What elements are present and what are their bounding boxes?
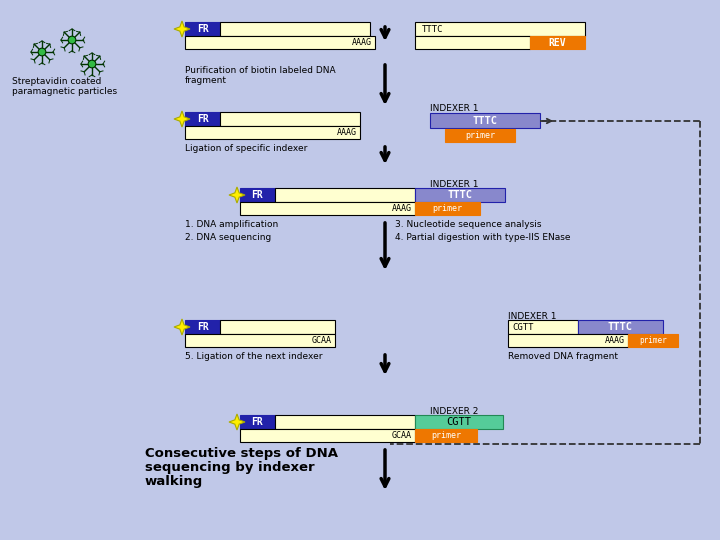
Text: INDEXER 1: INDEXER 1 bbox=[508, 312, 557, 321]
Text: CGTT: CGTT bbox=[446, 417, 472, 427]
Circle shape bbox=[68, 36, 76, 44]
Bar bbox=[240, 415, 275, 429]
Bar bbox=[185, 22, 220, 36]
Text: AAAG: AAAG bbox=[605, 336, 625, 345]
Text: 2. DNA sequencing: 2. DNA sequencing bbox=[185, 233, 271, 242]
Bar bbox=[415, 429, 477, 442]
Text: INDEXER 1: INDEXER 1 bbox=[430, 104, 479, 113]
Text: primer: primer bbox=[431, 431, 461, 440]
Bar bbox=[240, 202, 415, 215]
Polygon shape bbox=[174, 21, 190, 37]
Text: Streptavidin coated: Streptavidin coated bbox=[12, 77, 102, 86]
Text: TTTC: TTTC bbox=[422, 24, 444, 33]
Bar bbox=[275, 188, 415, 202]
Polygon shape bbox=[229, 187, 245, 203]
Bar bbox=[415, 22, 585, 36]
Text: 3. Nucleotide sequence analysis: 3. Nucleotide sequence analysis bbox=[395, 220, 541, 229]
Polygon shape bbox=[174, 111, 190, 127]
Bar bbox=[220, 320, 335, 334]
Text: FR: FR bbox=[197, 24, 208, 34]
Text: INDEXER 2: INDEXER 2 bbox=[430, 407, 478, 416]
Bar bbox=[578, 320, 663, 334]
Text: walking: walking bbox=[145, 475, 203, 488]
Bar bbox=[220, 22, 370, 36]
Text: REV: REV bbox=[549, 37, 567, 48]
Bar bbox=[185, 36, 375, 49]
Bar bbox=[445, 129, 515, 142]
Bar bbox=[415, 415, 503, 429]
Text: INDEXER 1: INDEXER 1 bbox=[430, 180, 479, 189]
Text: Removed DNA fragment: Removed DNA fragment bbox=[508, 352, 618, 361]
Text: Ligation of specific indexer: Ligation of specific indexer bbox=[185, 144, 307, 153]
Bar bbox=[185, 320, 220, 334]
Circle shape bbox=[88, 60, 96, 68]
Text: AAAG: AAAG bbox=[392, 204, 412, 213]
Text: 1. DNA amplification: 1. DNA amplification bbox=[185, 220, 278, 229]
Bar bbox=[508, 334, 628, 347]
Text: FR: FR bbox=[251, 417, 264, 427]
Text: primer: primer bbox=[639, 336, 667, 345]
Bar bbox=[275, 415, 415, 429]
Text: primer: primer bbox=[433, 204, 462, 213]
Text: AAAG: AAAG bbox=[352, 38, 372, 47]
Bar bbox=[415, 202, 480, 215]
Bar bbox=[415, 188, 505, 202]
Text: GCAA: GCAA bbox=[312, 336, 332, 345]
Text: 4. Partial digestion with type-IIS ENase: 4. Partial digestion with type-IIS ENase bbox=[395, 233, 570, 242]
Text: TTTC: TTTC bbox=[472, 116, 498, 125]
Bar bbox=[185, 112, 220, 126]
Text: FR: FR bbox=[251, 190, 264, 200]
Bar bbox=[240, 188, 275, 202]
Bar bbox=[220, 112, 360, 126]
Bar bbox=[508, 320, 578, 334]
Bar bbox=[185, 334, 335, 347]
Text: TTTC: TTTC bbox=[608, 322, 633, 332]
Text: FR: FR bbox=[197, 114, 208, 124]
Text: CGTT: CGTT bbox=[512, 322, 534, 332]
Text: fragment: fragment bbox=[185, 76, 227, 85]
Text: paramagnetic particles: paramagnetic particles bbox=[12, 87, 117, 96]
Text: GCAA: GCAA bbox=[392, 431, 412, 440]
Bar bbox=[530, 36, 585, 49]
Text: sequencing by indexer: sequencing by indexer bbox=[145, 461, 315, 474]
Circle shape bbox=[38, 48, 46, 56]
Bar bbox=[430, 113, 540, 128]
Polygon shape bbox=[174, 319, 190, 335]
Text: primer: primer bbox=[465, 131, 495, 140]
Text: 5. Ligation of the next indexer: 5. Ligation of the next indexer bbox=[185, 352, 323, 361]
Bar bbox=[185, 126, 360, 139]
Polygon shape bbox=[229, 414, 245, 430]
Text: AAAG: AAAG bbox=[337, 128, 357, 137]
Text: Consecutive steps of DNA: Consecutive steps of DNA bbox=[145, 447, 338, 460]
Text: FR: FR bbox=[197, 322, 208, 332]
Bar bbox=[240, 429, 415, 442]
Text: Purification of biotin labeled DNA: Purification of biotin labeled DNA bbox=[185, 66, 336, 75]
Text: TTTC: TTTC bbox=[448, 190, 472, 200]
Bar bbox=[628, 334, 678, 347]
Bar bbox=[415, 36, 530, 49]
